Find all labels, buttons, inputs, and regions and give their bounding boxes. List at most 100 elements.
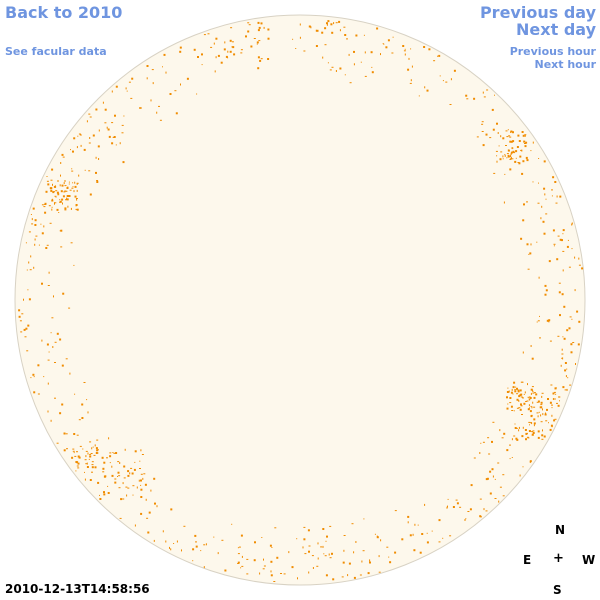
- facula-speck: [533, 396, 536, 399]
- facula-speck: [561, 353, 564, 355]
- facula-speck: [401, 538, 404, 541]
- facula-speck: [299, 36, 301, 39]
- facula-speck: [115, 85, 118, 88]
- facula-speck: [86, 466, 89, 468]
- facula-speck: [288, 551, 290, 554]
- facula-speck: [43, 206, 46, 208]
- facula-speck: [520, 237, 523, 240]
- facula-speck: [140, 449, 142, 452]
- facula-speck: [481, 131, 484, 132]
- facula-speck: [297, 577, 298, 580]
- facula-speck: [65, 199, 67, 201]
- facula-speck: [563, 305, 566, 308]
- facula-speck: [215, 56, 217, 59]
- facula-speck: [69, 189, 72, 191]
- facula-speck: [193, 48, 196, 51]
- facula-speck: [72, 448, 75, 450]
- facula-speck: [361, 560, 363, 563]
- facula-speck: [125, 486, 128, 488]
- facula-speck: [339, 29, 341, 32]
- facula-speck: [248, 24, 251, 26]
- facula-speck: [528, 430, 531, 432]
- facula-speck: [479, 515, 482, 518]
- facula-speck: [145, 498, 147, 501]
- facula-speck: [52, 191, 55, 194]
- facula-speck: [329, 69, 332, 71]
- facula-speck: [119, 517, 122, 519]
- facula-speck: [48, 271, 50, 274]
- facula-speck: [370, 51, 373, 54]
- facula-speck: [246, 558, 249, 560]
- facula-speck: [408, 57, 410, 60]
- facula-speck: [511, 457, 513, 458]
- facula-speck: [516, 146, 519, 148]
- facula-speck: [551, 404, 553, 406]
- facula-speck: [267, 28, 270, 31]
- facula-speck: [74, 393, 76, 395]
- next-day-link[interactable]: Next day: [516, 20, 596, 39]
- facula-speck: [541, 438, 544, 440]
- facula-speck: [558, 282, 561, 284]
- facula-speck: [241, 565, 244, 567]
- facula-speck: [325, 540, 327, 542]
- facula-speck: [50, 190, 52, 192]
- facula-speck: [518, 399, 520, 402]
- facula-speck: [63, 191, 66, 193]
- facula-speck: [56, 332, 59, 335]
- facula-speck: [259, 59, 262, 62]
- facula-speck: [192, 548, 195, 551]
- facula-speck: [41, 339, 43, 342]
- facula-speck: [103, 461, 106, 464]
- facula-speck: [533, 424, 535, 427]
- facula-speck: [53, 185, 56, 188]
- previous-hour-link[interactable]: Previous hour: [509, 45, 596, 58]
- facular-data-link[interactable]: See facular data: [5, 45, 107, 58]
- facula-speck: [511, 157, 512, 160]
- back-to-year-link[interactable]: Back to 2010: [5, 3, 123, 22]
- facula-speck: [570, 351, 573, 354]
- facula-speck: [530, 345, 532, 347]
- facula-speck: [134, 450, 137, 453]
- facula-speck: [532, 432, 535, 434]
- facula-speck: [134, 461, 136, 463]
- facula-speck: [527, 268, 530, 270]
- facula-speck: [73, 452, 75, 454]
- facula-speck: [482, 91, 484, 94]
- facula-speck: [553, 398, 556, 400]
- facula-speck: [541, 205, 543, 208]
- facula-speck: [317, 557, 319, 560]
- facula-speck: [44, 202, 47, 205]
- facula-speck: [79, 134, 82, 136]
- facula-speck: [499, 486, 502, 488]
- facula-speck: [353, 63, 355, 66]
- facula-speck: [364, 51, 366, 54]
- facula-speck: [62, 292, 65, 295]
- facula-speck: [363, 34, 365, 36]
- facula-speck: [322, 56, 324, 59]
- facula-speck: [91, 471, 93, 473]
- previous-day-link[interactable]: Previous day: [479, 3, 596, 22]
- facula-speck: [26, 350, 29, 352]
- facula-speck: [506, 136, 509, 138]
- facula-speck: [479, 498, 482, 500]
- facula-speck: [64, 185, 67, 187]
- facula-speck: [407, 515, 410, 518]
- facula-speck: [518, 395, 521, 398]
- facula-speck: [341, 576, 344, 578]
- facula-speck: [492, 475, 494, 478]
- facula-speck: [426, 532, 428, 534]
- facula-speck: [59, 184, 61, 187]
- facula-speck: [510, 154, 512, 157]
- facula-speck: [545, 420, 548, 422]
- facula-speck: [91, 466, 94, 469]
- facula-speck: [510, 131, 512, 133]
- facula-speck: [327, 62, 329, 64]
- facula-speck: [257, 29, 260, 32]
- facula-speck: [509, 397, 512, 399]
- facula-speck: [127, 470, 130, 473]
- facula-speck: [124, 448, 126, 451]
- facula-speck: [511, 410, 514, 411]
- next-hour-link[interactable]: Next hour: [534, 58, 597, 71]
- facula-speck: [308, 545, 311, 547]
- facula-speck: [84, 459, 87, 461]
